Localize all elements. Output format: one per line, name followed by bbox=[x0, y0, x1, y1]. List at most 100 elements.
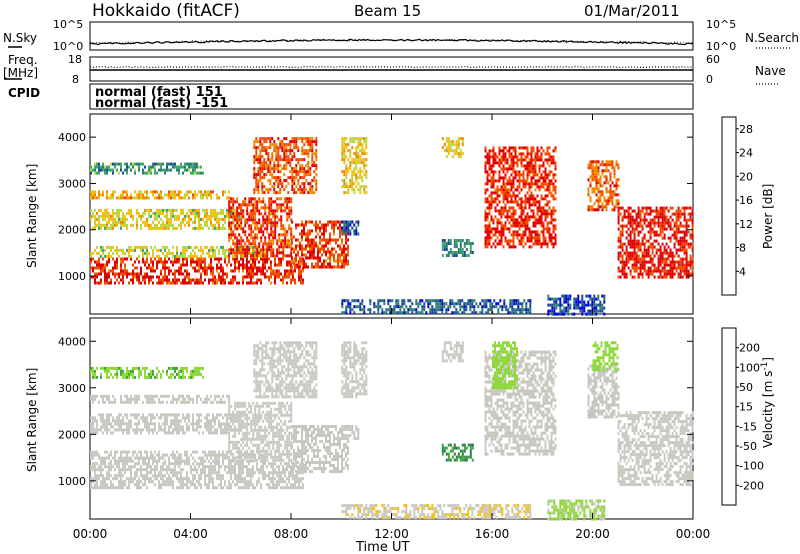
scatter-region bbox=[617, 411, 694, 487]
scatter-region bbox=[90, 245, 266, 258]
station-title: Hokkaido (fitACF) bbox=[92, 1, 240, 21]
date-title: 01/Mar/2011 bbox=[584, 2, 680, 20]
y-tick-label: 1000 bbox=[58, 270, 86, 283]
colorbar-tick-label: 50 bbox=[739, 381, 753, 394]
velocity-panel: 1000 2000 3000 4000 Slant Range [km] bbox=[25, 317, 694, 521]
scatter-region bbox=[547, 294, 606, 316]
power-ylabel: Slant Range [km] bbox=[25, 164, 39, 268]
colorbar-tick-label: 20 bbox=[739, 170, 753, 183]
noise-tick-low-left: 10^0 bbox=[53, 40, 83, 53]
scatter-region bbox=[441, 239, 474, 257]
noise-strip: N.Sky 10^5 10^0 10^5 10^0 N.Search bbox=[3, 18, 799, 53]
y-tick-label: 4000 bbox=[58, 131, 86, 144]
colorbar-tick-label: 12 bbox=[739, 218, 753, 231]
colorbar-tick-label: 4 bbox=[739, 265, 746, 278]
nave-trace bbox=[89, 65, 694, 69]
time-axis: 00:00 04:00 08:00 12:00 16:00 20:00 00:00 bbox=[73, 527, 711, 541]
y-tick-label: 3000 bbox=[58, 177, 86, 190]
scatter-region bbox=[587, 160, 620, 212]
scatter-region bbox=[341, 220, 360, 236]
colorbar-frame bbox=[721, 116, 737, 296]
y-tick-label: 4000 bbox=[58, 335, 86, 348]
velocity-colorbar: 200 100 50 15 -15 -50 -100 -200 bbox=[721, 327, 764, 506]
colorbar-frame bbox=[721, 327, 737, 506]
freq-tick-low: 8 bbox=[72, 73, 79, 86]
y-tick-label: 2000 bbox=[58, 224, 86, 237]
y-tick-label: 1000 bbox=[58, 475, 86, 488]
nave-tick-low: 0 bbox=[706, 73, 713, 86]
x-tick-label: 16:00 bbox=[475, 527, 510, 541]
scatter-region bbox=[90, 162, 204, 175]
scatter-region bbox=[90, 394, 230, 404]
power-colorbar-label: Power [dB] bbox=[761, 184, 775, 249]
colorbar-tick-label: 24 bbox=[739, 147, 753, 160]
power-panel: 1000 2000 3000 4000 Slant Range [km] bbox=[25, 113, 694, 316]
noise-tick-high-right: 10^5 bbox=[706, 18, 736, 31]
y-tick-label: 2000 bbox=[58, 428, 86, 441]
cpid-mode-2: normal (fast) -151 bbox=[95, 96, 228, 111]
colorbar-tick-label: 100 bbox=[739, 361, 760, 374]
velocity-data-cells bbox=[90, 341, 694, 521]
x-tick-label: 20:00 bbox=[575, 527, 610, 541]
scatter-region bbox=[617, 206, 694, 279]
nsky-label: N.Sky bbox=[3, 31, 37, 45]
power-data-cells bbox=[90, 137, 694, 316]
scatter-region bbox=[90, 190, 230, 200]
scatter-region bbox=[90, 450, 266, 463]
scatter-region bbox=[441, 341, 464, 363]
cpid-mode-1: normal (fast) 151 bbox=[95, 85, 223, 100]
scatter-region bbox=[291, 425, 349, 473]
x-tick-label: 08:00 bbox=[274, 527, 309, 541]
scatter-region bbox=[484, 350, 557, 456]
scatter-region bbox=[341, 137, 368, 195]
scatter-region bbox=[441, 137, 464, 159]
noise-tick-high-left: 10^5 bbox=[53, 18, 83, 31]
colorbar-tick-label: -100 bbox=[739, 460, 764, 473]
freq-tick-high: 18 bbox=[68, 53, 82, 66]
power-axes: 1000 2000 3000 4000 bbox=[58, 114, 694, 314]
power-colorbar: 4 8 12 16 20 24 28 bbox=[721, 116, 753, 296]
scatter-region bbox=[228, 401, 293, 462]
scatter-region bbox=[441, 443, 474, 462]
scatter-region bbox=[90, 366, 204, 379]
scatter-region bbox=[291, 220, 349, 269]
scatter-region bbox=[492, 341, 518, 390]
colorbar-tick-label: -50 bbox=[739, 440, 757, 453]
x-tick-label: 00:00 bbox=[73, 527, 108, 541]
scatter-region bbox=[253, 341, 318, 399]
colorbar-tick-label: -200 bbox=[739, 479, 764, 492]
velocity-colorbar-label: Velocity [m s-1] bbox=[760, 357, 775, 448]
freq-label-line1: Freq. bbox=[8, 53, 38, 67]
scatter-region bbox=[341, 425, 360, 440]
time-axis-label: Time UT bbox=[355, 540, 409, 554]
nave-tick-high: 60 bbox=[706, 53, 720, 66]
cpid-strip: CPID normal (fast) 151 normal (fast) -15… bbox=[8, 83, 694, 111]
noise-tick-low-right: 10^0 bbox=[706, 40, 736, 53]
x-tick-label: 12:00 bbox=[374, 527, 409, 541]
freq-strip: Freq. [MHz] 18 8 60 0 Nave bbox=[3, 53, 786, 86]
scatter-region bbox=[341, 341, 368, 399]
x-tick-label: 04:00 bbox=[173, 527, 208, 541]
colorbar-tick-label: 16 bbox=[739, 194, 753, 207]
cpid-label: CPID bbox=[8, 86, 40, 100]
scatter-region bbox=[341, 299, 532, 315]
scatter-region bbox=[228, 197, 293, 258]
nave-label: Nave bbox=[755, 64, 786, 78]
nsearch-label: N.Search bbox=[745, 31, 799, 45]
scatter-region bbox=[341, 504, 532, 520]
colorbar-tick-label: 200 bbox=[739, 342, 760, 355]
velocity-axes: 1000 2000 3000 4000 bbox=[58, 318, 694, 519]
colorbar-tick-label: -15 bbox=[739, 420, 757, 433]
scatter-region bbox=[253, 137, 318, 195]
noise-sky-trace bbox=[89, 38, 694, 46]
colorbar-tick-label: 28 bbox=[739, 123, 753, 136]
scatter-region bbox=[484, 146, 557, 249]
scatter-region bbox=[592, 341, 619, 372]
scatter-region bbox=[90, 413, 242, 435]
y-tick-label: 3000 bbox=[58, 382, 86, 395]
scatter-region bbox=[90, 208, 242, 230]
scatter-region bbox=[547, 499, 606, 521]
colorbar-tick-label: 8 bbox=[739, 242, 746, 255]
velocity-ylabel: Slant Range [km] bbox=[25, 368, 39, 472]
colorbar-tick-label: 15 bbox=[739, 401, 753, 414]
